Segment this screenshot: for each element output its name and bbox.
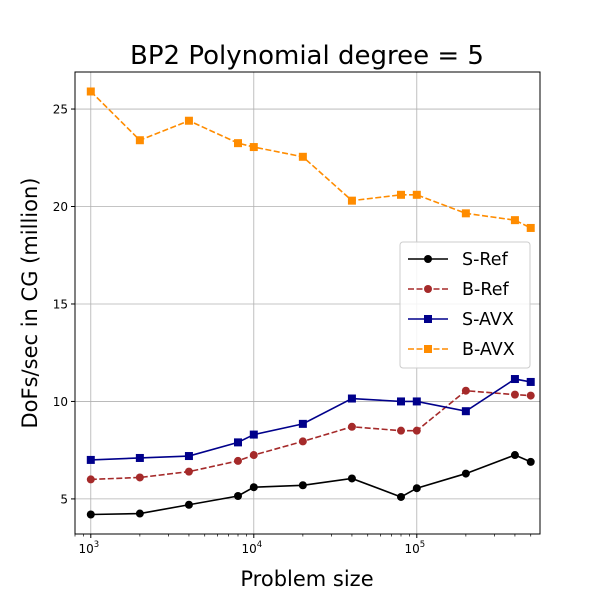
legend-label: B-AVX <box>462 340 515 360</box>
data-point <box>233 438 242 447</box>
data-point <box>396 492 405 501</box>
legend-marker <box>424 315 432 323</box>
data-point <box>347 474 356 483</box>
series-line <box>90 454 532 516</box>
data-point <box>461 209 470 218</box>
legend-marker <box>424 285 432 293</box>
y-tick-label: 10 <box>53 395 68 409</box>
data-point <box>510 216 519 225</box>
data-point <box>412 397 421 406</box>
x-tick-label: 103 <box>78 540 99 556</box>
legend-label: S-Ref <box>462 250 509 270</box>
data-point <box>233 456 242 465</box>
x-tick-base: 10 <box>78 542 93 556</box>
legend-marker <box>424 345 432 353</box>
y-tick-label: 5 <box>60 492 68 506</box>
plot-frame <box>74 71 541 535</box>
series-b-ref <box>86 386 535 484</box>
data-point <box>396 190 405 199</box>
x-tick-exponent: 5 <box>420 540 425 550</box>
data-point <box>135 136 144 145</box>
data-point <box>526 457 535 466</box>
chart-title: BP2 Polynomial degree = 5 <box>130 41 484 71</box>
x-tick-base: 10 <box>404 542 419 556</box>
legend-item: B-Ref <box>408 280 509 300</box>
data-point <box>135 473 144 482</box>
data-point <box>526 377 535 386</box>
data-point <box>412 484 421 493</box>
data-point <box>184 467 193 476</box>
data-point <box>396 426 405 435</box>
data-point <box>135 509 144 518</box>
data-point <box>526 391 535 400</box>
series-s-ref <box>86 451 535 519</box>
data-point <box>135 453 144 462</box>
series-b-avx <box>86 87 535 232</box>
data-point <box>347 196 356 205</box>
x-tick-label: 104 <box>241 540 262 556</box>
y-tick-label: 15 <box>53 297 68 311</box>
data-point <box>86 87 95 96</box>
legend-marker <box>424 255 432 263</box>
data-point <box>461 407 470 416</box>
data-point <box>347 422 356 431</box>
y-axis-label: DoFs/sec in CG (million) <box>18 178 42 429</box>
data-point <box>298 419 307 428</box>
legend-label: S-AVX <box>462 310 514 330</box>
data-point <box>526 223 535 232</box>
data-point <box>233 139 242 148</box>
legend-item: S-Ref <box>408 250 509 270</box>
x-tick-exponent: 4 <box>257 540 262 550</box>
data-point <box>412 190 421 199</box>
series-line <box>90 90 532 229</box>
data-point <box>412 426 421 435</box>
series-line <box>90 389 531 481</box>
legend-label: B-Ref <box>462 280 509 300</box>
data-point <box>184 116 193 125</box>
plot-series <box>86 87 535 519</box>
data-point <box>298 481 307 490</box>
data-point <box>249 430 258 439</box>
data-point <box>347 394 356 403</box>
data-point <box>184 500 193 509</box>
x-tick-exponent: 3 <box>94 540 99 550</box>
data-point <box>298 152 307 161</box>
legend-item: S-AVX <box>408 310 514 330</box>
x-tick-base: 10 <box>241 542 256 556</box>
legend: S-Ref B-Ref S-AVX B-AVX <box>399 241 531 369</box>
series-s-avx <box>86 375 535 464</box>
data-point <box>233 491 242 500</box>
data-point <box>249 451 258 460</box>
data-point <box>86 510 95 519</box>
data-point <box>184 452 193 461</box>
series-line <box>90 378 531 461</box>
data-point <box>461 386 470 395</box>
data-point <box>86 455 95 464</box>
x-axis-label: Problem size <box>240 567 373 591</box>
y-tick-label: 25 <box>53 103 68 117</box>
data-point <box>510 375 519 384</box>
legend-item: B-AVX <box>408 340 515 360</box>
data-point <box>86 475 95 484</box>
data-point <box>510 390 519 399</box>
data-point <box>396 397 405 406</box>
data-point <box>298 437 307 446</box>
x-tick-label: 105 <box>404 540 425 556</box>
data-point <box>510 451 519 460</box>
data-point <box>249 143 258 152</box>
y-tick-label: 20 <box>53 200 68 214</box>
data-point <box>461 469 470 478</box>
legend-box <box>399 241 531 369</box>
data-point <box>249 483 258 492</box>
